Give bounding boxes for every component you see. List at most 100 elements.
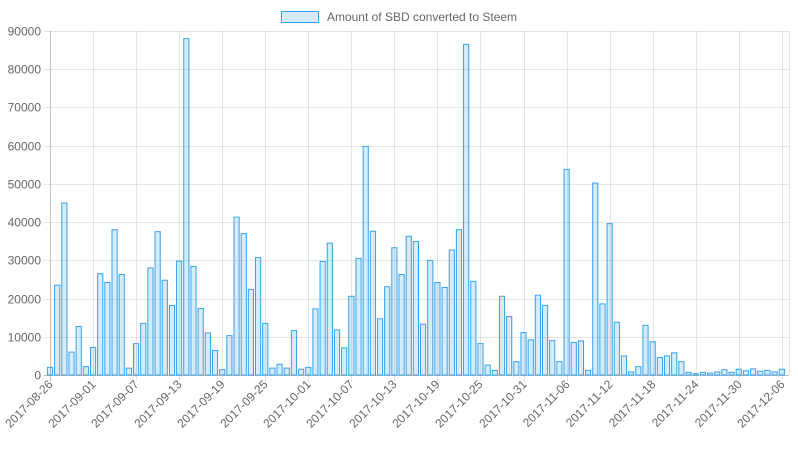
bar: [384, 286, 391, 376]
bar: [168, 304, 176, 376]
y-tick-label: 90000: [8, 25, 42, 39]
bar: [82, 366, 89, 376]
bar: [226, 335, 233, 376]
bar: [757, 370, 764, 376]
bar: [606, 223, 613, 376]
bar: [133, 343, 140, 376]
bar: [247, 288, 254, 376]
bar: [111, 229, 118, 376]
bar: [68, 351, 75, 376]
bar: [735, 368, 742, 376]
bar: [463, 43, 470, 376]
bar: [75, 325, 82, 376]
bar: [434, 282, 441, 376]
bar: [118, 273, 125, 376]
bar: [728, 371, 735, 376]
bar: [628, 371, 635, 376]
bar: [312, 308, 319, 376]
bar: [477, 343, 484, 376]
bar: [563, 168, 570, 376]
bar: [642, 324, 649, 376]
y-tick-label: 50000: [8, 178, 42, 192]
bar: [470, 280, 477, 376]
bar: [233, 216, 240, 376]
bar: [211, 350, 219, 376]
bar: [362, 145, 369, 376]
bar: [441, 286, 448, 376]
bar: [204, 332, 211, 376]
bar: [219, 369, 226, 376]
bar: [262, 322, 269, 376]
bar: [240, 233, 247, 376]
bar: [276, 363, 283, 376]
y-tick-label: 40000: [8, 216, 42, 230]
legend-label: Amount of SBD converted to Steem: [326, 10, 518, 24]
bar: [678, 361, 685, 376]
bar: [190, 265, 197, 376]
bar: [671, 352, 678, 376]
bar: [46, 366, 54, 376]
y-tick-label: 20000: [8, 293, 42, 307]
y-tick-label: 0: [34, 369, 41, 383]
bar: [714, 371, 721, 376]
bar: [427, 259, 434, 376]
bar: [721, 369, 728, 376]
bar: [391, 247, 398, 376]
bar: [197, 307, 204, 376]
bar: [89, 346, 97, 376]
bar: [549, 340, 556, 376]
legend[interactable]: Amount of SBD converted to Steem: [0, 7, 798, 27]
bar: [764, 369, 771, 376]
bar: [635, 366, 642, 376]
bar: [649, 341, 656, 376]
y-tick-label: 60000: [8, 140, 42, 154]
bar: [534, 294, 541, 376]
bar: [147, 267, 154, 376]
bar: [298, 368, 305, 376]
bar: [498, 295, 506, 376]
bar: [398, 273, 405, 376]
bar: [491, 369, 498, 376]
bar: [283, 367, 290, 376]
bar: [104, 282, 111, 376]
bar: [455, 229, 463, 376]
bar: [663, 355, 671, 376]
bar: [125, 367, 133, 376]
bar: [326, 242, 333, 376]
legend-swatch: [280, 11, 319, 23]
bar: [620, 355, 628, 376]
bar: [556, 361, 563, 376]
bar: [412, 241, 419, 376]
bar: [319, 260, 326, 376]
bar: [355, 257, 362, 376]
bar: [97, 273, 104, 376]
bar: [61, 202, 68, 376]
bar: [692, 373, 699, 376]
bar: [599, 303, 606, 376]
bar: [520, 332, 527, 376]
bar: [183, 38, 190, 376]
bar: [176, 260, 183, 376]
bar: [305, 366, 312, 376]
bar: [513, 361, 520, 376]
bar: [341, 347, 348, 376]
bar: [290, 330, 298, 376]
bar: [750, 368, 757, 376]
bar: [376, 318, 384, 376]
bar: [161, 279, 168, 376]
y-tick-label: 70000: [8, 101, 42, 115]
y-tick-label: 80000: [8, 63, 42, 77]
y-tick-label: 10000: [8, 331, 42, 345]
bar: [699, 371, 706, 376]
bar: [527, 339, 534, 376]
bar: [742, 370, 750, 376]
bar: [348, 295, 355, 376]
bar: [506, 316, 513, 376]
bar: [656, 356, 663, 376]
bar: [484, 364, 491, 376]
bar: [269, 367, 276, 376]
bar: [54, 284, 61, 376]
bar: [585, 369, 592, 376]
